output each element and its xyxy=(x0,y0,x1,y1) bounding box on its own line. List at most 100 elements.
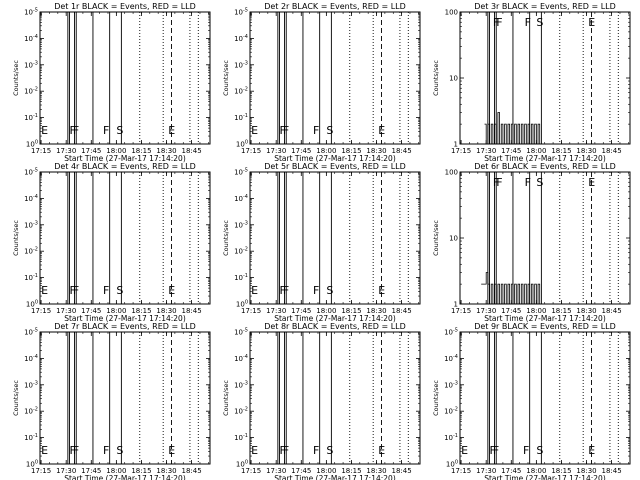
x-tick-label: 18:00 xyxy=(526,467,546,475)
x-axis-label: Start Time (27-Mar-17 17:14:20) xyxy=(64,474,186,480)
y-tick-label: 10-4 xyxy=(24,194,38,203)
event-marker-label: E xyxy=(41,284,48,297)
x-tick-label: 18:30 xyxy=(156,467,176,475)
y-tick-label: 10-4 xyxy=(234,354,248,363)
x-tick-label: 18:00 xyxy=(106,467,126,475)
panel-title: Det 2r BLACK = Events, RED = LLD xyxy=(264,2,406,11)
y-tick-label: 10-4 xyxy=(234,34,248,43)
x-tick-label: 17:45 xyxy=(81,467,101,475)
x-tick-label: 17:15 xyxy=(241,147,261,155)
panel-title: Det 9r BLACK = Events, RED = LLD xyxy=(474,322,616,331)
detector-panel: Det 6r BLACK = Events, RED = LLD 1 10 100 Co… xyxy=(432,162,631,323)
event-marker-label: E xyxy=(588,444,595,457)
event-marker-label: F xyxy=(70,444,76,457)
x-tick-label: 18:30 xyxy=(366,147,386,155)
x-tick-label: 17:30 xyxy=(266,467,286,475)
y-tick-label: 1 xyxy=(454,141,458,149)
x-tick-label: 17:15 xyxy=(31,467,51,475)
y-tick-label: 100 xyxy=(445,169,458,177)
detector-panel: Det 7r BLACK = Events, RED = LLD 100 10-1 1… xyxy=(12,322,211,480)
x-tick-label: 18:15 xyxy=(131,307,151,315)
event-marker-label: F xyxy=(73,444,79,457)
event-marker-label: F xyxy=(525,16,531,29)
event-marker-label: F xyxy=(103,444,109,457)
y-tick-label: 10-2 xyxy=(24,407,38,416)
y-tick-label: 10-1 xyxy=(24,433,38,442)
y-tick-label: 10-1 xyxy=(234,433,248,442)
x-tick-label: 18:00 xyxy=(316,307,336,315)
x-tick-label: 18:15 xyxy=(551,467,571,475)
y-tick-label: 100 xyxy=(236,300,248,309)
x-tick-label: 17:45 xyxy=(291,307,311,315)
event-marker-label: E xyxy=(378,444,385,457)
y-tick-label: 10-3 xyxy=(234,220,248,229)
x-axis-label: Start Time (27-Mar-17 17:14:20) xyxy=(274,154,396,163)
y-tick-label: 100 xyxy=(236,460,248,469)
panel-title: Det 5r BLACK = Events, RED = LLD xyxy=(264,162,406,171)
x-tick-label: 17:15 xyxy=(451,307,471,315)
event-marker-label: E xyxy=(168,124,175,137)
x-tick-label: 18:30 xyxy=(156,307,176,315)
x-tick-label: 18:00 xyxy=(316,467,336,475)
y-axis-label: Counts/sec xyxy=(12,380,20,416)
y-tick-label: 10-3 xyxy=(444,380,458,389)
x-tick-label: 18:00 xyxy=(316,147,336,155)
event-marker-label: F xyxy=(313,124,319,137)
x-tick-label: 18:30 xyxy=(576,307,596,315)
detector-panel: Det 2r BLACK = Events, RED = LLD 100 10-1 1… xyxy=(222,2,421,163)
event-marker-label: F xyxy=(490,444,496,457)
panel-title: Det 3r BLACK = Events, RED = LLD xyxy=(474,2,616,11)
x-axis-label: Start Time (27-Mar-17 17:14:20) xyxy=(274,474,396,480)
y-tick-label: 10-3 xyxy=(24,220,38,229)
event-marker-label: S xyxy=(326,124,333,137)
detector-panel: Det 9r BLACK = Events, RED = LLD 100 10-1 1… xyxy=(432,322,631,480)
x-tick-label: 17:30 xyxy=(266,147,286,155)
x-tick-label: 17:45 xyxy=(501,467,521,475)
y-tick-label: 10-1 xyxy=(234,113,248,122)
x-tick-label: 17:30 xyxy=(266,307,286,315)
panel-title: Det 1r BLACK = Events, RED = LLD xyxy=(54,2,196,11)
event-marker-label: F xyxy=(70,284,76,297)
x-tick-label: 18:30 xyxy=(366,307,386,315)
x-tick-label: 17:15 xyxy=(31,307,51,315)
y-tick-label: 10-5 xyxy=(24,328,38,337)
event-marker-label: E xyxy=(588,176,595,189)
y-tick-label: 10-3 xyxy=(24,380,38,389)
x-axis-label: Start Time (27-Mar-17 17:14:20) xyxy=(274,314,396,323)
y-tick-label: 10-2 xyxy=(234,407,248,416)
x-tick-label: 17:15 xyxy=(451,147,471,155)
event-marker-label: S xyxy=(116,444,123,457)
event-marker-label: F xyxy=(280,284,286,297)
y-tick-label: 10-2 xyxy=(234,87,248,96)
x-tick-label: 18:15 xyxy=(131,467,151,475)
x-tick-label: 17:15 xyxy=(241,467,261,475)
x-tick-label: 17:45 xyxy=(81,307,101,315)
y-tick-label: 10 xyxy=(449,75,458,83)
x-tick-label: 18:30 xyxy=(156,147,176,155)
x-tick-label: 17:45 xyxy=(501,307,521,315)
y-tick-label: 10-2 xyxy=(24,87,38,96)
event-marker-label: F xyxy=(73,124,79,137)
event-marker-label: F xyxy=(280,444,286,457)
event-marker-label: F xyxy=(280,124,286,137)
event-marker-label: F xyxy=(496,176,502,189)
x-tick-label: 18:00 xyxy=(526,307,546,315)
y-tick-label: 10-4 xyxy=(24,354,38,363)
y-axis-label: Counts/sec xyxy=(432,380,440,416)
y-tick-label: 100 xyxy=(446,460,458,469)
x-axis-label: Start Time (27-Mar-17 17:14:20) xyxy=(484,154,606,163)
y-tick-label: 10-1 xyxy=(444,433,458,442)
y-tick-label: 10-4 xyxy=(234,194,248,203)
event-marker-label: F xyxy=(70,124,76,137)
x-tick-label: 18:45 xyxy=(392,467,412,475)
y-tick-label: 10-4 xyxy=(24,34,38,43)
x-tick-label: 18:45 xyxy=(392,147,412,155)
x-tick-label: 17:15 xyxy=(451,467,471,475)
events-series-line xyxy=(481,272,541,305)
x-axis-label: Start Time (27-Mar-17 17:14:20) xyxy=(484,474,606,480)
x-tick-label: 18:45 xyxy=(182,467,202,475)
event-marker-label: F xyxy=(493,176,499,189)
x-tick-label: 17:30 xyxy=(56,307,76,315)
event-marker-label: F xyxy=(525,176,531,189)
